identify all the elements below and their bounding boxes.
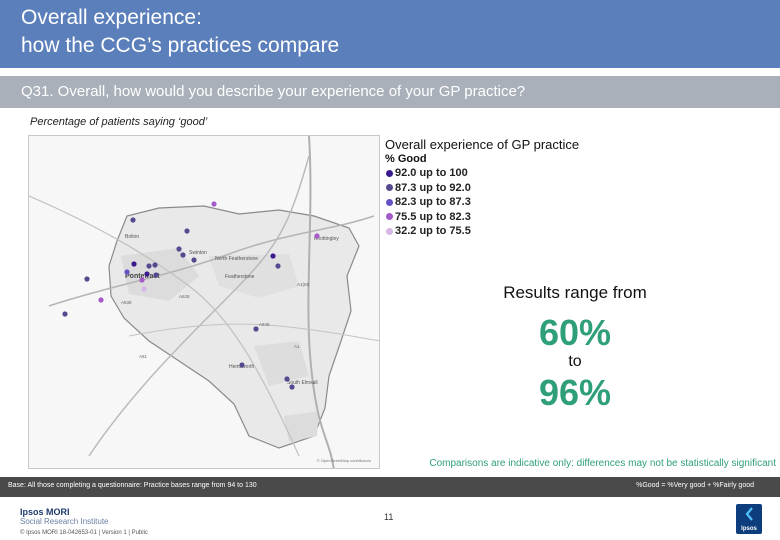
base-text: Base: All those completing a questionnai… bbox=[8, 482, 257, 489]
practice-marker bbox=[130, 217, 136, 223]
practice-marker bbox=[270, 253, 276, 259]
legend-label: 82.3 up to 87.3 bbox=[395, 196, 471, 209]
practice-marker bbox=[124, 269, 130, 275]
legend-swatch bbox=[386, 198, 393, 206]
practice-marker bbox=[176, 246, 182, 252]
practice-marker bbox=[146, 263, 152, 269]
range-to-label: to bbox=[568, 353, 582, 370]
range-low-value: 60% bbox=[538, 312, 612, 353]
practice-marker bbox=[144, 271, 150, 277]
practice-marker bbox=[139, 277, 145, 283]
practice-marker bbox=[62, 311, 68, 317]
practice-marker bbox=[98, 297, 104, 303]
map-road-label: A628 bbox=[179, 294, 190, 299]
legend-swatch bbox=[386, 184, 393, 192]
legend-item: 82.3 up to 87.3 bbox=[385, 195, 625, 210]
brand-name: Ipsos MORI bbox=[20, 507, 70, 517]
legend-swatch bbox=[386, 213, 393, 221]
results-range: Results range from 60% to 96% bbox=[470, 282, 680, 413]
legend-subtitle: % Good bbox=[385, 153, 427, 165]
question-bar: Q31. Overall, how would you describe you… bbox=[0, 76, 780, 108]
map-place-label: Knottingley bbox=[314, 236, 339, 242]
ccg-boundary bbox=[108, 205, 360, 449]
practice-marker bbox=[284, 376, 290, 382]
map-place-label: Featherstone bbox=[225, 274, 255, 280]
map-road-label: A1 bbox=[294, 344, 300, 349]
chart-subtitle: Percentage of patients saying ‘good’ bbox=[30, 116, 208, 128]
map-legend: Overall experience of GP practice % Good… bbox=[385, 137, 625, 239]
footer: Ipsos MORI Social Research Institute © I… bbox=[0, 497, 780, 540]
practice-marker bbox=[253, 326, 259, 332]
question-text: Q31. Overall, how would you describe you… bbox=[21, 83, 526, 100]
good-definition: %Good = %Very good + %Fairly good bbox=[636, 482, 754, 489]
brand-division: Social Research Institute bbox=[20, 517, 109, 526]
practice-marker bbox=[153, 272, 159, 278]
logo-chevron-icon bbox=[745, 507, 753, 521]
legend-swatch bbox=[386, 169, 393, 177]
practice-marker bbox=[141, 286, 147, 292]
legend-swatch bbox=[386, 227, 393, 235]
logo-wordmark: Ipsos bbox=[741, 526, 757, 532]
map-place-label: Pontefract bbox=[125, 273, 160, 280]
practice-markers bbox=[62, 201, 320, 390]
practice-marker bbox=[180, 252, 186, 258]
practice-marker bbox=[84, 276, 90, 282]
comparisons-note: Comparisons are indicative only: differe… bbox=[429, 458, 776, 469]
legend-label: 87.3 up to 92.0 bbox=[395, 181, 471, 194]
practice-map: Bolton Swinton North Featherstone Feathe… bbox=[28, 135, 380, 469]
range-label: Results range from bbox=[503, 283, 647, 302]
title-bar: Overall experience: how the CCG’s practi… bbox=[0, 0, 780, 68]
range-high-value: 96% bbox=[538, 372, 612, 413]
map-place-label: Bolton bbox=[125, 234, 139, 240]
footer-meta: © Ipsos MORI 18-042653-01 | Version 1 | … bbox=[20, 530, 148, 536]
map-place-label: Swinton bbox=[189, 250, 207, 256]
map-road-label: A645 bbox=[259, 322, 270, 327]
slide-title-line-2: how the CCG’s practices compare bbox=[21, 34, 340, 57]
legend-item: 75.5 up to 82.3 bbox=[385, 210, 625, 225]
map-road-label: A1(M) bbox=[297, 282, 310, 287]
ipsos-logo: Ipsos bbox=[736, 504, 762, 534]
practice-marker bbox=[239, 362, 245, 368]
legend-label: 75.5 up to 82.3 bbox=[395, 210, 471, 223]
practice-marker bbox=[131, 261, 137, 267]
legend-item: 87.3 up to 92.0 bbox=[385, 181, 625, 196]
legend-item: 32.2 up to 75.5 bbox=[385, 224, 625, 239]
legend-title: Overall experience of GP practice bbox=[385, 137, 580, 152]
map-copyright: © OpenStreetMap contributors bbox=[316, 458, 371, 463]
practice-marker bbox=[191, 257, 197, 263]
map-graphic: Bolton Swinton North Featherstone Feathe… bbox=[29, 136, 379, 468]
base-bar: Base: All those completing a questionnai… bbox=[0, 477, 780, 497]
map-place-label: North Featherstone bbox=[215, 256, 258, 262]
map-road-label: A61 bbox=[139, 354, 148, 359]
legend-label: 32.2 up to 75.5 bbox=[395, 225, 471, 238]
map-road-label: A638 bbox=[121, 300, 132, 305]
practice-marker bbox=[184, 228, 190, 234]
practice-marker bbox=[152, 262, 158, 268]
practice-marker bbox=[314, 233, 320, 239]
page-number: 11 bbox=[384, 512, 394, 522]
legend-item: 92.0 up to 100 bbox=[385, 166, 625, 181]
legend-label: 92.0 up to 100 bbox=[395, 167, 468, 180]
practice-marker bbox=[289, 384, 295, 390]
practice-marker bbox=[275, 263, 281, 269]
slide-title-line-1: Overall experience: bbox=[21, 6, 202, 29]
practice-marker bbox=[211, 201, 217, 207]
map-place-label: South Elmsall bbox=[287, 380, 318, 386]
